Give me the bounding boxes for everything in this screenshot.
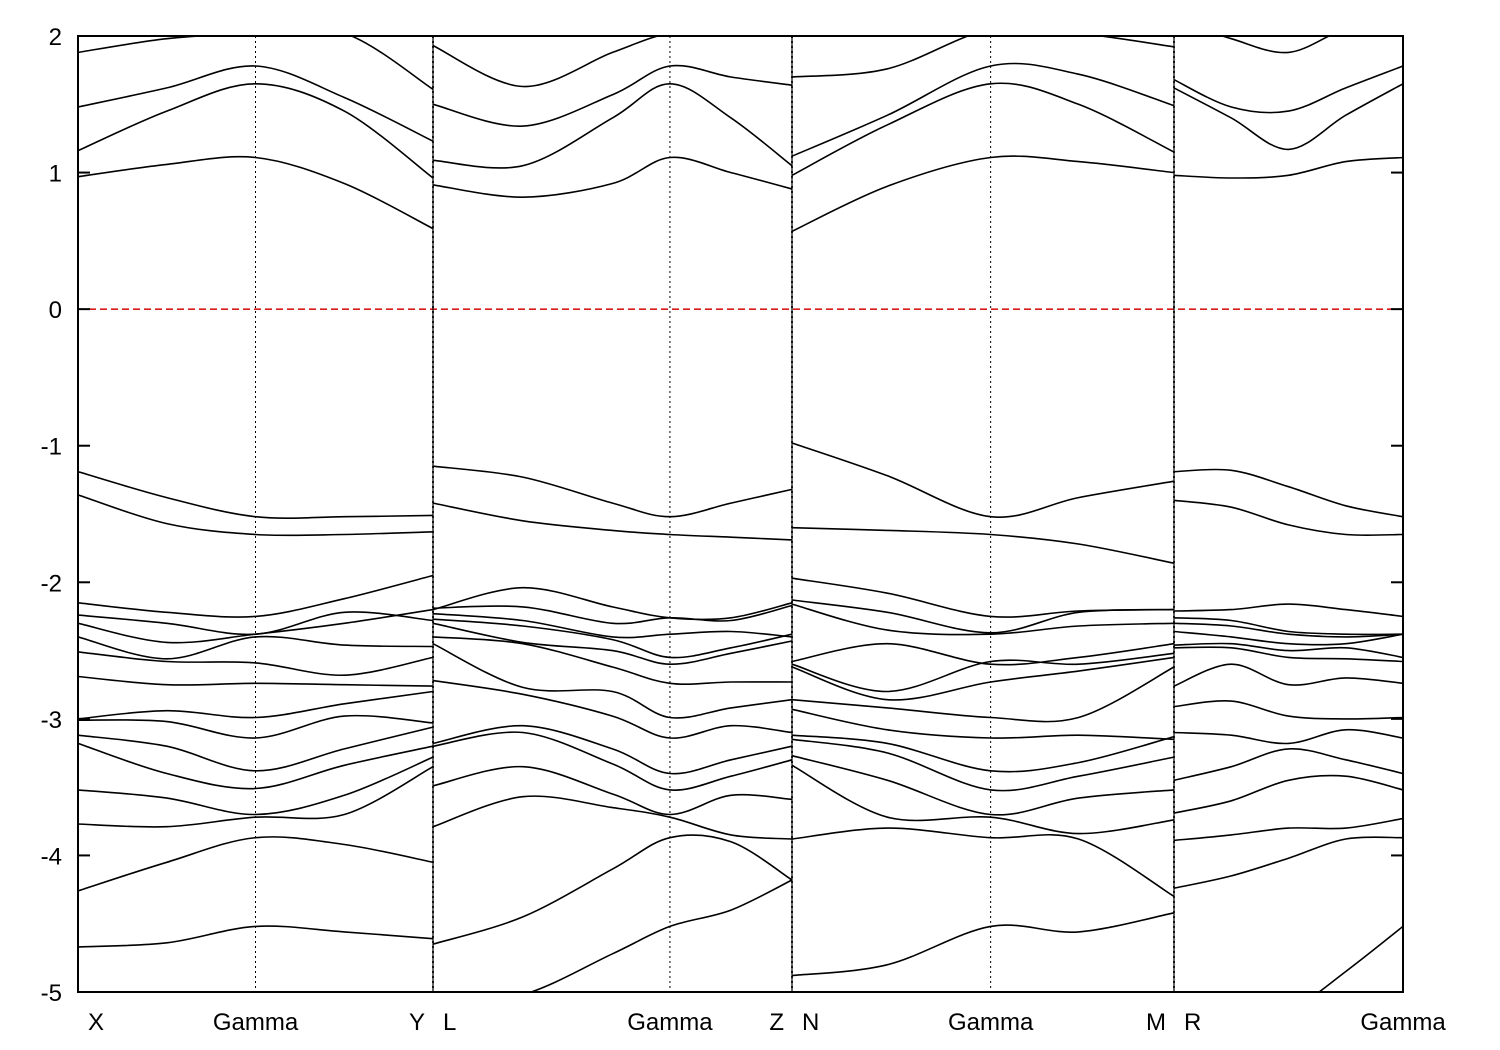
band-line-seg1-12 (432, 604, 793, 625)
band-line-seg2-19 (791, 36, 1175, 78)
y-tick-label-7: -5 (41, 980, 62, 1007)
labels-layer: 2 1 0 -1 -2 -3 -4 -5 X Gamma Y L Gamma Z N Gamma M R Gamma (41, 24, 1447, 1036)
band-line-seg2-17 (791, 82, 1175, 177)
band-line-seg1-3 (432, 765, 793, 816)
band-line-seg2-14 (791, 526, 1175, 564)
kpoint-label-4: Gamma (627, 1009, 713, 1036)
kpoint-label-6: N (802, 1009, 819, 1036)
kpoint-label-1: Gamma (213, 1009, 299, 1036)
band-line-seg1-5 (432, 724, 793, 775)
band-line-seg2-6 (791, 708, 1175, 741)
band-line-seg3-5 (1173, 728, 1403, 745)
band-line-seg0-8 (78, 675, 434, 687)
kpoint-label-3: L (443, 1009, 456, 1036)
kpoint-label-10: Gamma (1360, 1009, 1446, 1036)
band-line-seg3-12 (1173, 617, 1403, 636)
band-line-seg3-0 (1317, 925, 1403, 992)
band-line-seg1-16 (432, 156, 793, 199)
band-line-seg2-11 (791, 603, 1175, 636)
band-line-seg2-16 (791, 155, 1175, 233)
band-line-seg2-0 (791, 912, 1175, 977)
band-line-seg2-10 (791, 642, 1175, 666)
band-line-seg3-18 (1173, 65, 1403, 114)
band-line-seg3-16 (1173, 156, 1403, 179)
band-line-seg0-14 (78, 494, 434, 537)
band-line-seg3-2 (1173, 817, 1403, 842)
band-line-seg3-6 (1173, 700, 1403, 720)
band-line-seg3-4 (1173, 748, 1403, 782)
band-line-seg3-10 (1173, 630, 1403, 646)
band-line-seg1-0 (528, 879, 793, 992)
band-line-seg2-7 (791, 666, 1175, 723)
band-line-seg0-3 (78, 756, 434, 816)
y-tick-label-6: -4 (41, 843, 62, 870)
band-line-seg0-19 (78, 36, 434, 90)
band-line-seg3-19 (1219, 36, 1331, 54)
band-line-seg3-17 (1173, 83, 1403, 151)
band-line-seg3-3 (1173, 774, 1403, 814)
y-tick-label-0: 2 (49, 24, 62, 51)
band-line-seg1-1 (432, 834, 793, 945)
axes-layer (77, 35, 1404, 993)
band-line-seg1-11 (432, 612, 793, 639)
band-line-seg2-3 (791, 754, 1175, 816)
band-line-seg1-19 (432, 36, 662, 88)
band-line-seg2-4 (791, 738, 1175, 792)
band-line-seg3-7 (1173, 663, 1403, 687)
band-line-seg2-5 (791, 734, 1175, 773)
band-line-seg2-18 (791, 62, 1175, 157)
plot-frame (77, 35, 1404, 993)
band-line-seg2-15 (791, 442, 1175, 519)
band-line-seg1-10 (432, 618, 793, 659)
band-line-seg0-12 (78, 611, 434, 636)
y-tick-label-1: 1 (49, 161, 62, 188)
y-tick-label-4: -2 (41, 570, 62, 597)
band-line-seg1-7 (432, 642, 793, 719)
band-line-seg3-11 (1173, 622, 1403, 638)
band-line-seg1-8 (432, 636, 793, 686)
band-line-seg2-1 (791, 827, 1175, 898)
y-tick-label-3: -1 (41, 434, 62, 461)
band-line-seg1-14 (432, 502, 793, 541)
band-line-seg0-5 (78, 726, 434, 772)
band-line-seg2-2 (791, 764, 1175, 835)
band-line-seg0-4 (78, 742, 434, 790)
band-line-seg2-9 (791, 652, 1175, 693)
band-line-seg3-8 (1173, 646, 1403, 663)
y-tick-label-2: 0 (49, 297, 62, 324)
band-line-seg2-13 (791, 577, 1175, 618)
band-line-seg1-4 (432, 731, 793, 791)
band-line-seg2-12 (791, 599, 1175, 634)
band-line-seg1-13 (432, 586, 793, 621)
band-line-seg1-17 (432, 82, 793, 169)
kpoint-label-9: R (1184, 1009, 1201, 1036)
band-line-seg3-13 (1173, 603, 1403, 618)
band-line-seg3-15 (1173, 468, 1403, 518)
band-line-seg1-18 (432, 64, 793, 127)
kpoint-label-0: X (88, 1009, 104, 1036)
band-line-seg3-14 (1173, 499, 1403, 537)
band-line-seg0-7 (78, 690, 434, 720)
band-line-seg3-1 (1173, 836, 1403, 889)
bands-layer (78, 36, 1403, 992)
band-line-seg1-15 (432, 465, 793, 518)
kpoint-label-7: Gamma (948, 1009, 1034, 1036)
kpoint-label-8: M (1146, 1009, 1166, 1036)
y-tick-label-5: -3 (41, 707, 62, 734)
kpoint-label-2: Y (409, 1009, 425, 1036)
band-line-seg1-2 (432, 795, 793, 840)
band-line-seg1-6 (432, 679, 793, 739)
band-line-seg0-17 (78, 82, 434, 179)
band-line-seg1-9 (432, 622, 793, 666)
band-line-seg3-9 (1173, 642, 1403, 659)
kpoint-label-5: Z (769, 1009, 784, 1036)
